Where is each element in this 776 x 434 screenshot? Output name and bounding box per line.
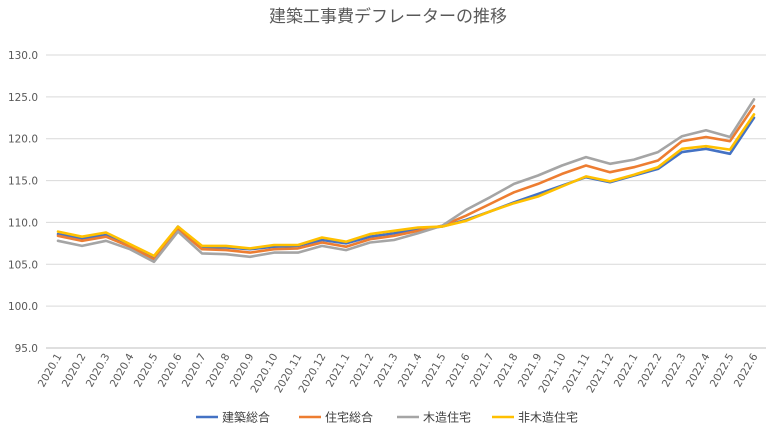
y-tick-label: 100.0 [8, 301, 38, 313]
x-axis: 2020.12020.22020.32020.42020.52020.62020… [36, 351, 761, 395]
legend-label: 非木造住宅 [518, 410, 578, 425]
series-line-4 [56, 113, 756, 258]
y-axis: 95.0 100.0 105.0 110.0 115.0 120.0 125.0 130.0 [8, 50, 38, 355]
y-tick-label: 120.0 [8, 134, 38, 146]
y-tick-label: 125.0 [8, 92, 38, 104]
legend-label: 住宅総合 [325, 410, 373, 425]
y-tick-label: 110.0 [8, 217, 38, 229]
y-tick-label: 130.0 [8, 50, 38, 62]
series-line-2 [56, 104, 756, 261]
y-tick-label: 115.0 [8, 176, 38, 188]
chart-title: 建築工事費デフレーターの推移 [269, 6, 507, 27]
plot-area [56, 98, 756, 264]
legend-label: 建築総合 [222, 410, 270, 425]
y-tick-label: 95.0 [15, 343, 38, 355]
legend-label: 木造住宅 [423, 410, 471, 425]
x-tick-label: 2022.6 [732, 351, 761, 389]
y-tick-label: 105.0 [8, 259, 38, 271]
legend: 建築総合 住宅総合 木造住宅 非木造住宅 [196, 410, 578, 425]
series-line-3 [56, 98, 756, 264]
gridlines [46, 54, 766, 349]
